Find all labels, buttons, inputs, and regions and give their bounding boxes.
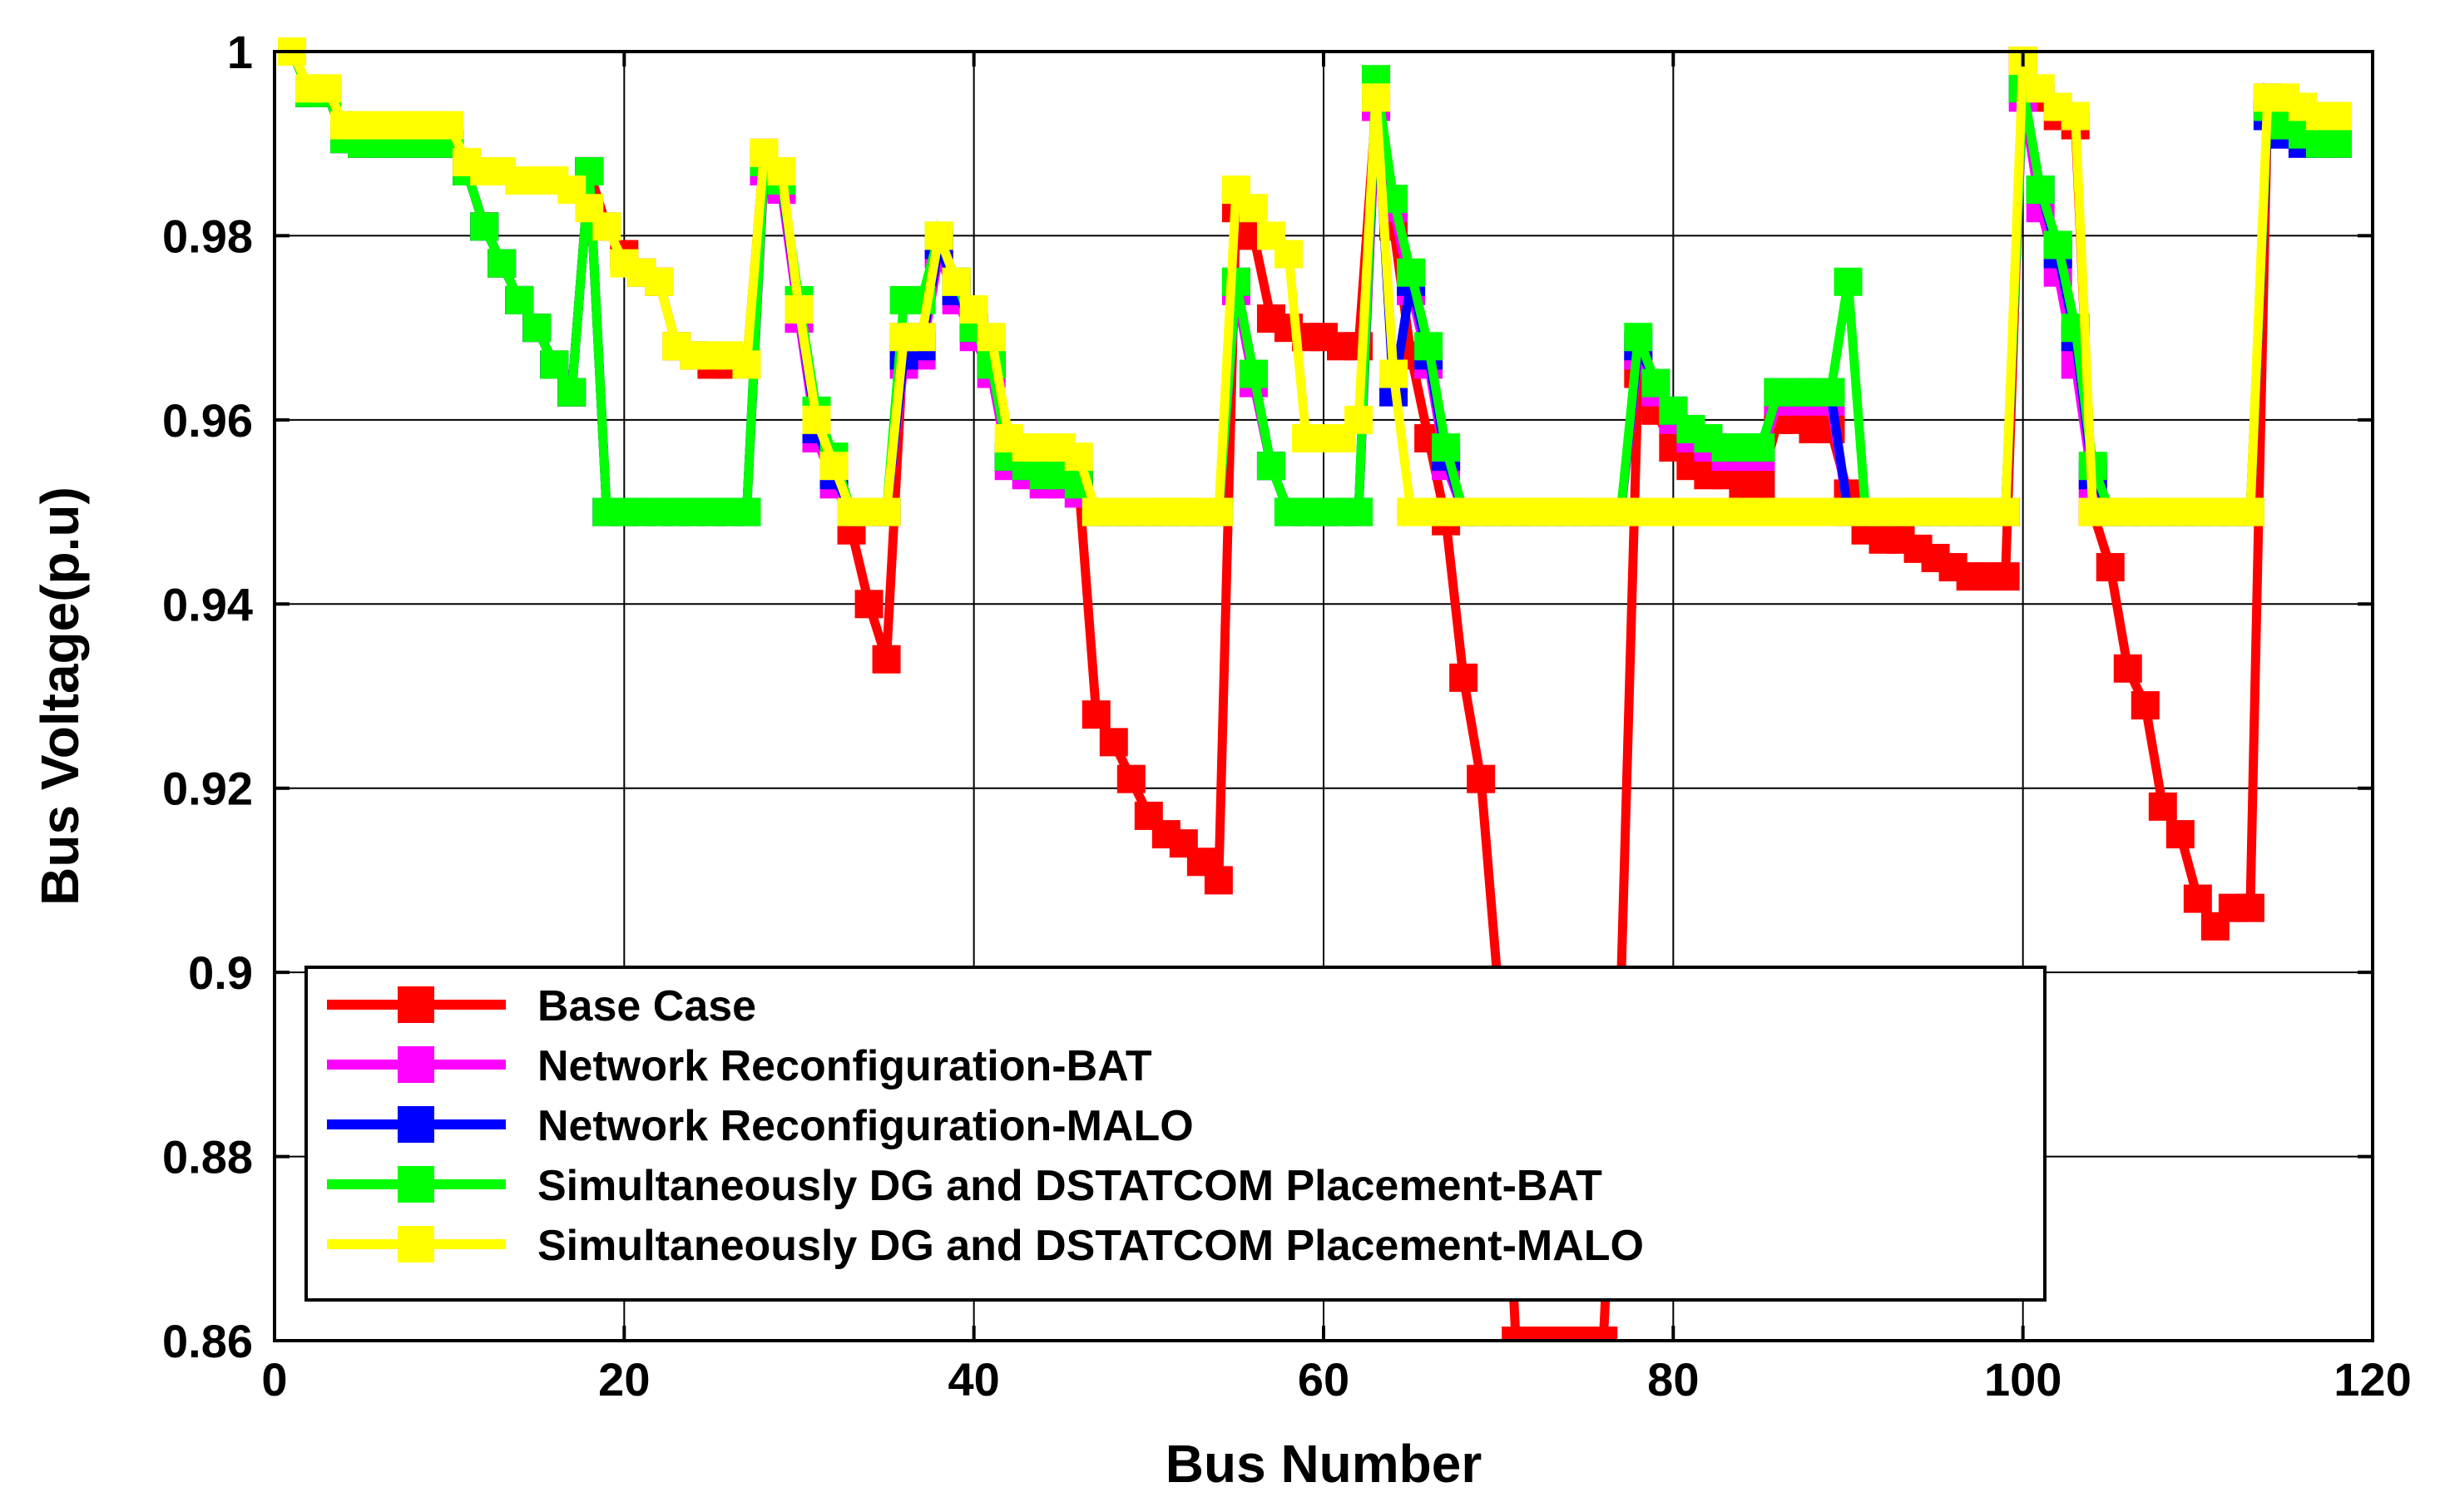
data-point <box>313 74 342 103</box>
data-point <box>488 249 517 278</box>
data-point <box>872 645 901 674</box>
data-point <box>959 295 988 324</box>
data-point <box>645 267 674 296</box>
y-tick-label: 0.86 <box>162 1315 253 1367</box>
x-tick-label: 100 <box>1984 1353 2061 1406</box>
data-point <box>1379 359 1408 388</box>
legend-label: Simultaneously DG and DSTATCOM Placement… <box>537 1222 1644 1270</box>
legend-marker <box>398 1106 434 1143</box>
data-point <box>819 452 849 481</box>
data-point <box>1239 194 1268 223</box>
y-tick-label: 0.94 <box>162 578 253 630</box>
data-point <box>2131 691 2160 720</box>
data-point <box>1816 378 1845 407</box>
y-tick-label: 0.96 <box>162 394 253 447</box>
data-point <box>802 405 831 434</box>
data-point <box>592 212 621 241</box>
data-point <box>732 497 761 526</box>
data-point <box>505 285 534 314</box>
data-point <box>854 590 883 619</box>
data-point <box>1991 562 2020 591</box>
data-point <box>1449 663 1478 692</box>
data-point <box>2183 884 2212 913</box>
y-tick-label: 0.88 <box>162 1131 253 1183</box>
data-point <box>435 111 464 140</box>
data-point <box>1624 323 1653 352</box>
legend-marker <box>398 1226 434 1262</box>
data-point <box>2235 497 2264 526</box>
x-axis-label: Bus Number <box>1166 1434 1482 1494</box>
data-point <box>1641 368 1670 398</box>
axis-ticks: 0 20 40 60 80 100 120 0.86 0.88 0.9 0.92 0.94 0.96 0.… <box>162 26 2412 1406</box>
data-point <box>1834 267 1863 296</box>
data-point <box>767 156 796 185</box>
data-point <box>1081 700 1111 729</box>
y-tick-label: 1 <box>227 26 253 78</box>
data-point <box>2323 101 2352 131</box>
legend: Base Case Network Reconfiguration-BAT Netw… <box>304 966 2047 1302</box>
data-point <box>1256 452 1285 481</box>
data-point <box>942 267 971 296</box>
data-point <box>977 323 1006 352</box>
data-point <box>1344 497 1373 526</box>
data-point <box>1746 433 1775 462</box>
data-point <box>1099 728 1128 757</box>
data-point <box>784 295 814 324</box>
data-point <box>1467 764 1496 793</box>
data-point <box>1274 240 1303 269</box>
data-point <box>2096 553 2125 581</box>
x-tick-label: 40 <box>948 1353 1000 1406</box>
data-point <box>522 314 552 343</box>
legend-box <box>304 966 2047 1302</box>
data-point <box>2323 129 2352 158</box>
legend-label: Network Reconfiguration-BAT <box>537 1042 1152 1090</box>
data-point <box>557 378 587 407</box>
data-point <box>1397 258 1426 287</box>
data-point <box>732 350 761 379</box>
legend-label: Network Reconfiguration-MALO <box>537 1102 1194 1150</box>
data-point <box>2043 230 2072 259</box>
data-point <box>1116 764 1146 793</box>
data-point <box>1064 442 1093 472</box>
data-point <box>1204 866 1233 895</box>
x-tick-label: 60 <box>1298 1353 1349 1406</box>
y-tick-label: 0.92 <box>162 763 253 815</box>
data-point <box>2026 175 2055 205</box>
y-tick-label: 0.98 <box>162 210 253 262</box>
y-tick-label: 0.9 <box>188 946 253 999</box>
series-5 <box>278 37 2352 526</box>
legend-marker <box>398 1166 434 1203</box>
data-point <box>924 221 953 250</box>
legend-marker <box>398 986 434 1023</box>
data-point <box>2113 654 2142 683</box>
legend-marker <box>398 1046 434 1083</box>
legend-label: Base Case <box>537 982 756 1030</box>
data-point <box>2165 820 2195 849</box>
data-point <box>1414 332 1443 361</box>
data-point <box>2235 893 2264 922</box>
data-point <box>1991 497 2020 526</box>
data-point <box>2061 101 2090 131</box>
data-point <box>2148 792 2177 821</box>
data-point <box>1746 470 1775 499</box>
data-point <box>540 350 569 379</box>
x-tick-label: 0 <box>261 1353 287 1406</box>
data-point <box>1362 83 1391 112</box>
data-point <box>907 323 936 352</box>
data-point <box>470 212 499 241</box>
data-point <box>1432 433 1461 462</box>
x-tick-label: 20 <box>598 1353 650 1406</box>
data-point <box>1589 1327 1618 1341</box>
data-point <box>1239 359 1268 388</box>
x-tick-label: 80 <box>1647 1353 1699 1406</box>
data-point <box>872 497 901 526</box>
data-point <box>1204 497 1233 526</box>
x-tick-label: 120 <box>2334 1353 2411 1406</box>
y-axis-label: Bus Voltage(p.u) <box>30 487 90 906</box>
legend-label: Simultaneously DG and DSTATCOM Placement… <box>537 1162 1602 1210</box>
data-point <box>1344 405 1373 434</box>
plot-series <box>278 37 2352 1341</box>
